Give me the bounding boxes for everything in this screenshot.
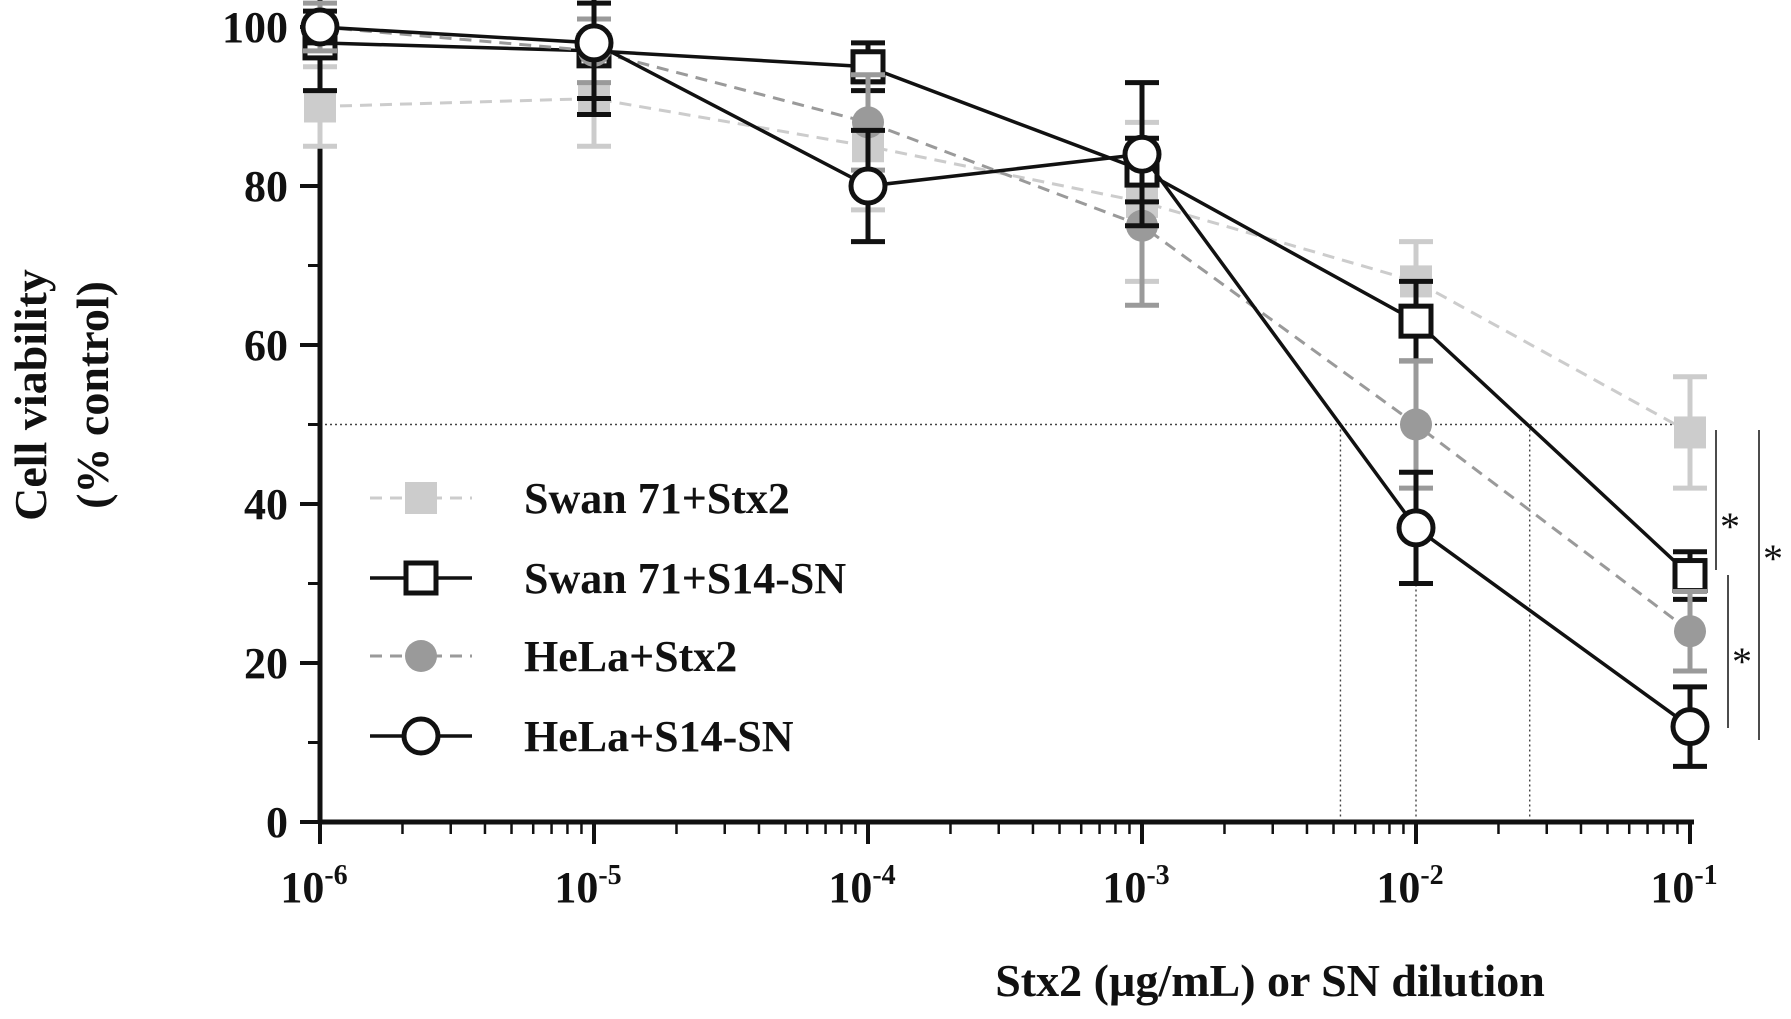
significance-star: * bbox=[1720, 504, 1740, 549]
x-tick-label: 10-3 bbox=[1102, 860, 1169, 912]
legend-label: HeLa+Stx2 bbox=[524, 632, 737, 681]
legend-marker bbox=[405, 640, 437, 672]
significance-brackets: * * * bbox=[1715, 430, 1783, 740]
y-tick-label: 40 bbox=[244, 480, 288, 529]
legend-label: HeLa+S14-SN bbox=[524, 712, 794, 761]
data-point bbox=[1672, 558, 1708, 594]
y-tick-label: 20 bbox=[244, 639, 288, 688]
y-tick-label: 0 bbox=[266, 798, 288, 847]
significance-star: * bbox=[1763, 536, 1783, 581]
legend-item-1: Swan 71+S14-SN bbox=[370, 554, 846, 603]
legend: Swan 71+Stx2 Swan 71+S14-SN HeLa+Stx2 HeLa+… bbox=[370, 474, 846, 761]
series-2 bbox=[303, 0, 1707, 674]
data-point bbox=[1674, 416, 1706, 449]
series-line bbox=[319, 41, 1692, 577]
data-point bbox=[1398, 303, 1434, 339]
series-line bbox=[319, 25, 1691, 633]
legend-item-0: Swan 71+Stx2 bbox=[370, 474, 790, 523]
x-tick-label: 10-1 bbox=[1650, 860, 1717, 912]
data-point bbox=[574, 23, 614, 63]
data-point bbox=[1674, 615, 1706, 648]
legend-item-2: HeLa+Stx2 bbox=[370, 632, 737, 681]
series-layer bbox=[300, 0, 1710, 769]
y-tick-label: 100 bbox=[222, 3, 288, 52]
data-point bbox=[1396, 508, 1436, 548]
x-tick-label: 10-2 bbox=[1376, 860, 1443, 912]
y-tick-label: 80 bbox=[244, 162, 288, 211]
x-axis-title: Stx2 (µg/mL) or SN dilution bbox=[995, 955, 1545, 1006]
data-point bbox=[1122, 134, 1162, 174]
data-point bbox=[848, 166, 888, 206]
series-3 bbox=[300, 0, 1710, 769]
legend-label: Swan 71+S14-SN bbox=[524, 554, 846, 603]
data-point bbox=[300, 7, 340, 47]
y-axis-title-line1: Cell viability bbox=[5, 269, 56, 521]
x-tick-label: 10-4 bbox=[828, 860, 895, 912]
legend-marker bbox=[403, 560, 439, 596]
data-point bbox=[1670, 707, 1710, 747]
series-0 bbox=[303, 48, 1707, 491]
series-1 bbox=[302, 0, 1708, 602]
legend-label: Swan 71+Stx2 bbox=[524, 474, 790, 523]
x-tick-label: 10-5 bbox=[554, 860, 621, 912]
legend-marker bbox=[401, 716, 441, 756]
y-ticks: 0 20 40 60 80 100 bbox=[222, 3, 320, 847]
y-axis-title-line2: (% control) bbox=[67, 281, 118, 509]
series-line bbox=[319, 25, 1692, 729]
x-ticks: 10-6 10-5 10-4 10-3 10-2 10-1 bbox=[280, 822, 1718, 912]
series-line bbox=[319, 97, 1691, 434]
x-tick-label: 10-6 bbox=[280, 860, 347, 912]
significance-star: * bbox=[1732, 639, 1752, 684]
data-point bbox=[1400, 408, 1432, 441]
legend-marker bbox=[405, 482, 437, 514]
y-tick-label: 60 bbox=[244, 321, 288, 370]
axes bbox=[317, 23, 1694, 825]
data-point bbox=[304, 90, 336, 123]
legend-item-3: HeLa+S14-SN bbox=[370, 712, 794, 761]
